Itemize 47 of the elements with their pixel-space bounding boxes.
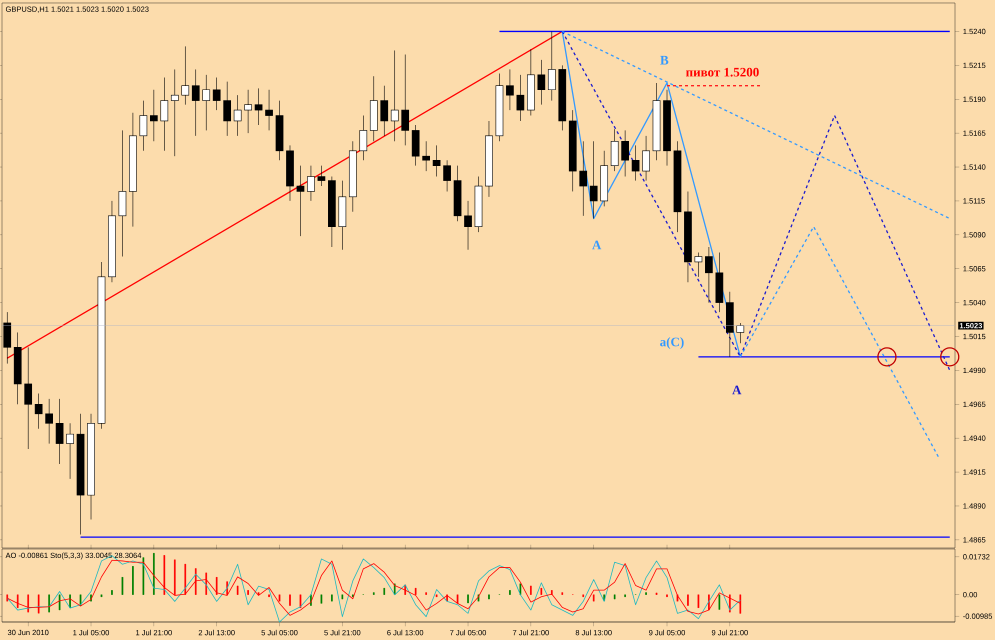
candlestick [170, 69, 179, 156]
candlestick [296, 165, 304, 236]
candlestick [212, 77, 221, 110]
annotation: A [732, 386, 742, 394]
candlestick [506, 69, 514, 110]
candlestick [548, 31, 556, 101]
candlestick [422, 140, 430, 172]
candlestick [244, 89, 252, 134]
candlestick [537, 60, 546, 105]
candlestick [34, 393, 43, 429]
candlestick [223, 81, 232, 136]
candlestick [590, 140, 598, 219]
annotation: a(C) [660, 337, 684, 349]
candlestick [318, 165, 326, 186]
candlestick [150, 89, 158, 142]
candlestick [56, 398, 64, 464]
candlestick [632, 145, 640, 181]
candlestick [380, 85, 388, 136]
candlestick [359, 115, 368, 161]
candlestick [24, 347, 32, 450]
candlestick [736, 322, 744, 344]
annotation: B [660, 56, 668, 64]
candlestick [160, 77, 168, 152]
candlestick [390, 50, 399, 142]
candlestick [705, 246, 713, 303]
annotation: пивот 1.5200 [686, 68, 759, 77]
candlestick [66, 422, 74, 480]
candlestick [307, 165, 315, 202]
candlestick [265, 89, 273, 131]
candlestick [432, 145, 440, 177]
candlestick [401, 54, 410, 146]
candlestick [642, 136, 650, 181]
candlestick [579, 140, 588, 216]
candlestick [694, 252, 702, 278]
annotation: A [592, 240, 602, 250]
candlestick [234, 94, 242, 136]
candlestick [192, 69, 200, 136]
candlestick [464, 200, 472, 250]
candlestick [443, 160, 451, 192]
line-series [562, 30, 950, 372]
candlestick [140, 100, 148, 152]
candlestick [516, 74, 524, 122]
candlestick [181, 46, 190, 105]
candlestick [621, 130, 629, 177]
candlestick [202, 74, 210, 131]
candlestick [45, 398, 53, 444]
candlestick [254, 88, 262, 126]
